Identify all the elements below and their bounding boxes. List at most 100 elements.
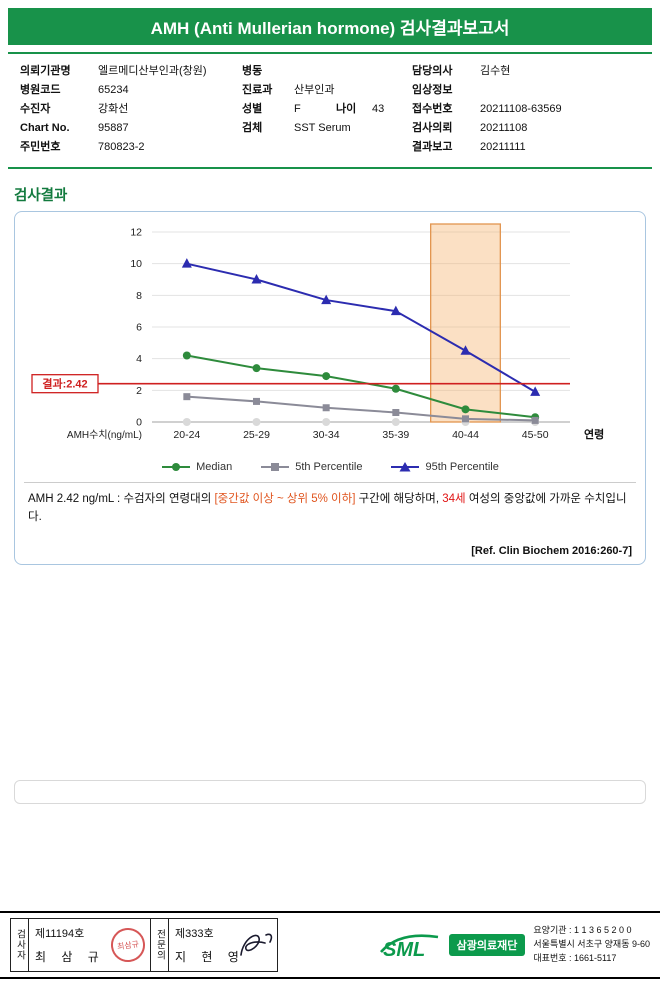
legend-label: 95th Percentile — [425, 461, 499, 473]
patient-info-col-left: 의뢰기관명 엘르메디산부인과(창원) 병원코드 65234 수진자 강화선 Chart… — [20, 62, 242, 157]
info-value: 김수현 — [480, 65, 511, 77]
info-row: 담당의사 김수현 — [412, 62, 640, 81]
svg-text:45-50: 45-50 — [522, 429, 549, 441]
info-label: 임상정보 — [412, 84, 453, 96]
info-value: 산부인과 — [294, 84, 335, 96]
info-value: 65234 — [98, 84, 129, 96]
reference-citation: [Ref. Clin Biochem 2016:260-7] — [471, 544, 632, 557]
info-row: 임상정보 — [412, 81, 640, 100]
info-row: 병원코드 65234 — [20, 81, 242, 100]
info-value: 20211111 — [480, 141, 526, 153]
info-value: SST Serum — [294, 122, 351, 134]
interp-range-highlight: [중간값 이상 ~ 상위 5% 이하] — [214, 493, 356, 505]
organization-block: SML 삼광의료재단 요양기관 : 1 1 3 6 5 2 0 0 서울특별시 … — [377, 924, 650, 966]
examiner-cell: 제11194호 최 삼 규 최삼규 — [29, 919, 151, 971]
footer: 검사자 제11194호 최 삼 규 최삼규 전문의 제333호 지 현 영 SM… — [0, 911, 660, 979]
specialist-cell: 제333호 지 현 영 — [169, 919, 277, 971]
info-value: 43 — [372, 103, 385, 115]
legend-item-5th-percentile: 5th Percentile — [260, 461, 362, 473]
patient-info-section: 의뢰기관명 엘르메디산부인과(창원) 병원코드 65234 수진자 강화선 Chart… — [8, 52, 652, 169]
info-value: F — [294, 103, 301, 115]
info-label: 담당의사 — [412, 65, 453, 77]
examiner-name: 최 삼 규 — [35, 950, 105, 964]
amh-percentile-chart: 0 2 4 6 8 10 12 20-24 25-29 30-34 35-39 40-44 45-50 연… — [31, 223, 604, 441]
legend-label: Median — [196, 461, 233, 473]
divider — [24, 482, 636, 483]
specialist-signature-icon — [240, 933, 273, 956]
info-label: 성별 — [242, 103, 263, 115]
interp-part: 구간에 해당하며, — [355, 493, 443, 505]
svg-text:AMH수치(ng/mL): AMH수치(ng/mL) — [67, 429, 142, 441]
svg-text:10: 10 — [130, 258, 142, 270]
info-label: 나이 — [336, 103, 357, 115]
specialist-name: 지 현 영 — [175, 950, 245, 964]
legend-marker-icon — [261, 463, 290, 471]
patient-info-col-middle: 병동 진료과 산부인과 성별 F 나이 43 검체 SST Serum — [242, 62, 412, 157]
info-label: 검체 — [242, 122, 263, 134]
org-name-badge: 삼광의료재단 — [448, 934, 526, 956]
info-label: Chart No. — [20, 122, 70, 134]
info-value: 95887 — [98, 122, 129, 134]
info-label: 주민번호 — [20, 141, 61, 153]
info-value: 강화선 — [98, 103, 129, 115]
info-row: 접수번호 20211108-63569 — [412, 100, 640, 119]
results-box: 0 2 4 6 8 10 12 20-24 25-29 30-34 35-39 40-44 45-50 연… — [14, 211, 646, 565]
legend-marker-icon — [391, 462, 420, 472]
specialist-role-label: 전문의 — [151, 919, 169, 971]
info-label: 의뢰기관명 — [20, 65, 71, 77]
specialist-license: 제333호 — [175, 928, 214, 940]
info-value: 20211108-63569 — [480, 103, 562, 115]
legend-label: 5th Percentile — [295, 461, 363, 473]
info-row: 주민번호 780823-2 — [20, 138, 242, 157]
interp-age-highlight: 34세 — [442, 493, 466, 505]
svg-text:0: 0 — [136, 417, 142, 429]
svg-text:2: 2 — [136, 385, 142, 397]
info-value: 엘르메디산부인과(창원) — [98, 65, 207, 77]
interp-part: AMH 2.42 ng/mL : 수검자의 연령대의 — [28, 493, 215, 505]
info-row: 수진자 강화선 — [20, 100, 242, 119]
org-phone-number: 대표번호 : 1661-5117 — [533, 952, 617, 963]
svg-text:4: 4 — [136, 353, 142, 365]
info-label: 검사의뢰 — [412, 122, 453, 134]
info-row: 진료과 산부인과 — [242, 81, 412, 100]
svg-text:연령: 연령 — [584, 427, 604, 441]
svg-text:35-39: 35-39 — [382, 429, 409, 441]
sml-logo-icon: SML — [379, 934, 438, 960]
org-street-address: 서울특별시 서초구 양재동 9-60 — [533, 939, 650, 950]
svg-text:8: 8 — [136, 290, 142, 302]
svg-text:6: 6 — [136, 322, 142, 334]
info-label: 병원코드 — [20, 84, 61, 96]
info-value: 780823-2 — [98, 141, 145, 153]
info-row: 병동 — [242, 62, 412, 81]
svg-text:결과:2.42: 결과:2.42 — [42, 377, 87, 391]
interp-part: 여성의 중앙값에 가까운 수치입니다. — [28, 493, 627, 524]
svg-text:12: 12 — [130, 227, 142, 239]
sml-logo-text: SML — [383, 939, 425, 960]
empty-notes-box — [14, 780, 646, 804]
info-label: 수진자 — [20, 103, 51, 115]
info-row: 검사의뢰 20211108 — [412, 119, 640, 138]
info-row: 검체 SST Serum — [242, 119, 412, 138]
info-value: 20211108 — [480, 122, 528, 134]
svg-text:25-29: 25-29 — [243, 429, 270, 441]
examiner-role-label: 검사자 — [11, 919, 29, 971]
info-label: 진료과 — [242, 84, 273, 96]
info-label: 결과보고 — [412, 141, 453, 153]
info-row: 의뢰기관명 엘르메디산부인과(창원) — [20, 62, 242, 81]
legend-marker-icon — [162, 463, 191, 471]
svg-text:30-34: 30-34 — [313, 429, 340, 441]
info-label: 접수번호 — [412, 103, 453, 115]
patient-info-col-right: 담당의사 김수현 임상정보 접수번호 20211108-63569 검사의뢰 2021… — [412, 62, 640, 157]
examiner-license: 제11194호 — [35, 928, 85, 940]
svg-text:20-24: 20-24 — [173, 429, 200, 441]
info-label: 병동 — [242, 65, 263, 77]
report-title-banner: AMH (Anti Mullerian hormone) 검사결과보고서 — [8, 8, 652, 45]
info-row: Chart No. 95887 — [20, 119, 242, 138]
org-institution-number: 요양기관 : 1 1 3 6 5 2 0 0 — [533, 925, 632, 936]
page-title: AMH (Anti Mullerian hormone) 검사결과보고서 — [150, 19, 510, 38]
org-address: 요양기관 : 1 1 3 6 5 2 0 0 서울특별시 서초구 양재동 9-6… — [533, 924, 650, 966]
svg-text:40-44: 40-44 — [452, 429, 479, 441]
results-section-heading: 검사결과 — [14, 188, 68, 204]
info-row: 결과보고 20211111 — [412, 138, 640, 157]
